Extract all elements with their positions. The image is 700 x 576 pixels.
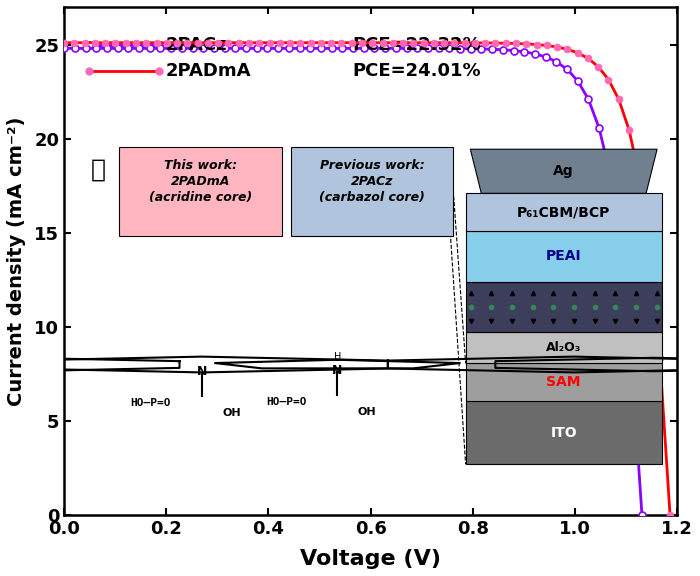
Text: 2PADmA: 2PADmA xyxy=(165,62,251,81)
Text: N: N xyxy=(332,364,342,377)
FancyBboxPatch shape xyxy=(466,363,662,401)
Text: Previous work:
2PACz
(carbazol core): Previous work: 2PACz (carbazol core) xyxy=(319,158,425,203)
Text: Al₂O₃: Al₂O₃ xyxy=(546,341,581,354)
Text: HO—P=O: HO—P=O xyxy=(130,399,171,408)
2PADmA xyxy=(440,39,448,46)
X-axis label: Voltage (V): Voltage (V) xyxy=(300,549,441,569)
Text: OH: OH xyxy=(223,408,241,418)
Text: PCE=24.01%: PCE=24.01% xyxy=(352,62,481,81)
Text: N: N xyxy=(197,365,207,378)
Text: Ag: Ag xyxy=(554,164,574,179)
FancyBboxPatch shape xyxy=(291,147,454,236)
Text: 2PACz: 2PACz xyxy=(165,36,227,54)
Y-axis label: Current density (mA cm⁻²): Current density (mA cm⁻²) xyxy=(7,116,26,406)
Text: H: H xyxy=(334,351,341,362)
Line: 2PACz: 2PACz xyxy=(61,45,645,518)
FancyBboxPatch shape xyxy=(466,194,662,231)
2PACz xyxy=(167,45,175,52)
Text: PCE=22.32%: PCE=22.32% xyxy=(352,36,481,54)
Polygon shape xyxy=(470,149,657,194)
Text: ITO: ITO xyxy=(550,426,577,439)
2PADmA xyxy=(265,39,274,46)
2PADmA xyxy=(234,39,243,46)
2PACz xyxy=(60,45,69,52)
Text: OH: OH xyxy=(358,407,377,416)
FancyBboxPatch shape xyxy=(466,231,662,282)
2PADmA xyxy=(214,39,223,46)
Text: HO—P=O: HO—P=O xyxy=(266,397,307,407)
Text: 👍: 👍 xyxy=(90,158,106,181)
FancyBboxPatch shape xyxy=(466,401,662,464)
FancyBboxPatch shape xyxy=(466,332,662,363)
FancyBboxPatch shape xyxy=(466,282,662,332)
2PADmA xyxy=(60,39,69,46)
2PADmA xyxy=(255,39,263,46)
2PACz xyxy=(199,45,207,52)
2PADmA xyxy=(162,39,171,46)
2PACz xyxy=(274,45,282,52)
2PACz xyxy=(573,78,582,85)
2PADmA xyxy=(666,511,674,518)
2PACz xyxy=(627,351,636,358)
Text: This work:
2PADmA
(acridine core): This work: 2PADmA (acridine core) xyxy=(149,158,252,203)
Text: P₆₁CBM/BCP: P₆₁CBM/BCP xyxy=(517,205,610,219)
2PACz xyxy=(124,45,132,52)
Text: SAM: SAM xyxy=(547,376,581,389)
2PACz xyxy=(638,511,646,518)
FancyBboxPatch shape xyxy=(119,147,281,236)
Text: PEAI: PEAI xyxy=(546,249,582,263)
Line: 2PADmA: 2PADmA xyxy=(61,39,673,518)
